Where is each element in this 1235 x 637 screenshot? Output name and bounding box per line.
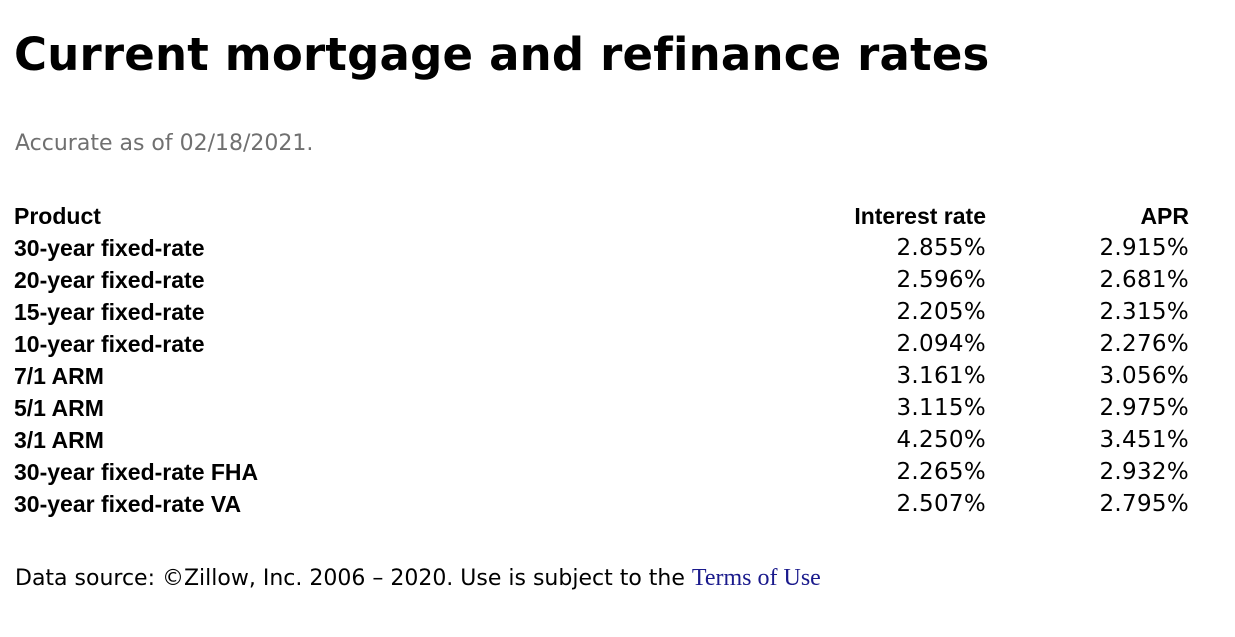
apr-value: 2.975% xyxy=(1099,395,1189,421)
data-source-text: Data source: ©Zillow, Inc. 2006 – 2020. … xyxy=(15,566,692,591)
header-interest-rate: Interest rate xyxy=(854,203,986,229)
apr-value: 2.795% xyxy=(1099,491,1189,517)
interest-rate-value: 3.115% xyxy=(896,395,986,421)
table-row: 20-year fixed-rate 2.596% 2.681% xyxy=(14,264,1189,296)
product-name: 10-year fixed-rate xyxy=(14,331,205,357)
table-row: 30-year fixed-rate FHA 2.265% 2.932% xyxy=(14,456,1189,488)
product-name: 3/1 ARM xyxy=(14,427,104,453)
interest-rate-value: 2.507% xyxy=(896,491,986,517)
product-name: 30-year fixed-rate VA xyxy=(14,491,242,517)
data-source-footer: Data source: ©Zillow, Inc. 2006 – 2020. … xyxy=(15,562,821,595)
product-name: 7/1 ARM xyxy=(14,363,104,389)
interest-rate-value: 2.265% xyxy=(896,459,986,485)
apr-value: 2.681% xyxy=(1099,267,1189,293)
table-row: 10-year fixed-rate 2.094% 2.276% xyxy=(14,328,1189,360)
table-row: 5/1 ARM 3.115% 2.975% xyxy=(14,392,1189,424)
as-of-date: Accurate as of 02/18/2021. xyxy=(15,131,314,156)
table-row: 7/1 ARM 3.161% 3.056% xyxy=(14,360,1189,392)
product-name: 15-year fixed-rate xyxy=(14,299,205,325)
apr-value: 3.451% xyxy=(1099,427,1189,453)
table-row: 30-year fixed-rate 2.855% 2.915% xyxy=(14,232,1189,264)
apr-value: 2.276% xyxy=(1099,331,1189,357)
page-title: Current mortgage and refinance rates xyxy=(14,28,990,81)
apr-value: 2.932% xyxy=(1099,459,1189,485)
rates-table-body: 30-year fixed-rate 2.855% 2.915% 20-year… xyxy=(14,232,1189,520)
product-name: 30-year fixed-rate xyxy=(14,235,205,261)
interest-rate-value: 2.596% xyxy=(896,267,986,293)
rates-table: Product Interest rate APR 30-year fixed-… xyxy=(14,200,1189,520)
header-apr: APR xyxy=(1140,203,1189,229)
interest-rate-value: 2.855% xyxy=(896,235,986,261)
product-name: 5/1 ARM xyxy=(14,395,104,421)
interest-rate-value: 3.161% xyxy=(896,363,986,389)
table-row: 15-year fixed-rate 2.205% 2.315% xyxy=(14,296,1189,328)
table-row: 3/1 ARM 4.250% 3.451% xyxy=(14,424,1189,456)
apr-value: 2.915% xyxy=(1099,235,1189,261)
apr-value: 2.315% xyxy=(1099,299,1189,325)
header-product: Product xyxy=(14,203,101,229)
table-row: 30-year fixed-rate VA 2.507% 2.795% xyxy=(14,488,1189,520)
product-name: 20-year fixed-rate xyxy=(14,267,205,293)
apr-value: 3.056% xyxy=(1099,363,1189,389)
rates-table-header: Product Interest rate APR xyxy=(14,200,1189,232)
interest-rate-value: 2.094% xyxy=(896,331,986,357)
interest-rate-value: 4.250% xyxy=(896,427,986,453)
header-row: Product Interest rate APR xyxy=(14,200,1189,232)
product-name: 30-year fixed-rate FHA xyxy=(14,459,259,485)
interest-rate-value: 2.205% xyxy=(896,299,986,325)
terms-of-use-link[interactable]: Terms of Use xyxy=(691,565,821,591)
